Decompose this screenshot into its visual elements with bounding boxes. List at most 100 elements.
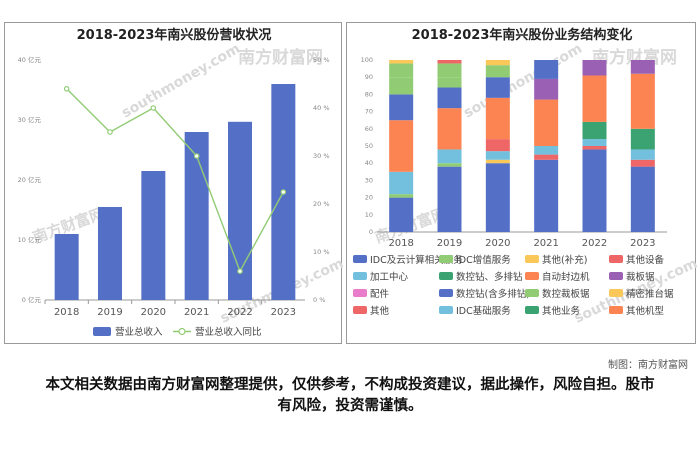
y-right-tick-label: 40 % [313, 104, 330, 112]
legend-swatch [609, 255, 623, 263]
stack-segment [534, 78, 559, 100]
legend-swatch [525, 272, 539, 280]
stack-segment [630, 73, 655, 129]
x-tick-label: 2019 [437, 238, 462, 249]
revenue-bar [141, 171, 166, 300]
legend-swatch [525, 255, 539, 263]
legend-label: 数控钻(含多排钻) [456, 288, 530, 300]
stack-segment [534, 99, 559, 146]
y-tick-label: 100 [361, 56, 373, 64]
y-left-tick-label: 0 亿元 [22, 295, 42, 304]
x-tick-label: 2021 [533, 238, 558, 249]
stack-segment [582, 149, 607, 232]
yoy-growth-line [66, 88, 284, 273]
x-tick-label: 2018 [388, 238, 413, 249]
revenue-bar [184, 132, 209, 300]
stack-segment [534, 60, 559, 79]
yoy-growth-point [193, 153, 200, 159]
disclaimer-text: 本文相关数据由南方财富网整理提供，仅供参考，不构成投资建议，据此操作，风险自担。… [45, 377, 655, 414]
stack-segment [534, 154, 559, 160]
x-tick-label: 2020 [141, 307, 166, 318]
stack-segment [582, 121, 607, 140]
y-right-tick-label: 10 % [313, 248, 330, 256]
stack-segment [437, 60, 462, 64]
stack-segment [630, 159, 655, 167]
stack-segment [485, 60, 510, 66]
y-tick-label: 10 [365, 211, 373, 219]
stack-segment [389, 60, 414, 64]
stack-segment [534, 159, 559, 232]
legend-swatch [525, 306, 539, 314]
revenue-bar [98, 207, 122, 300]
legend-label: 配件 [370, 288, 390, 300]
legend-label: 自动封边机 [542, 271, 590, 283]
y-tick-label: 0 [369, 228, 373, 236]
legend-swatch [439, 255, 453, 263]
legend-label: 数控裁板锯 [542, 288, 590, 300]
y-left-tick-label: 10 亿元 [18, 235, 42, 244]
y-tick-label: 40 [365, 159, 373, 167]
stack-segment [437, 77, 462, 88]
legend-swatch [439, 306, 453, 314]
stack-segment [534, 146, 559, 155]
business-structure-chart: 南方财富网southmoney.com南方财富网southmoney.com20… [353, 27, 697, 327]
yoy-growth-point [63, 86, 70, 92]
legend-label: 裁板锯 [626, 271, 655, 283]
legend-swatch [439, 289, 453, 297]
watermark-text: southmoney.com [461, 41, 585, 122]
stack-segment [485, 159, 510, 164]
y-tick-label: 80 [365, 90, 373, 98]
legend-label: 营业总收入同比 [195, 326, 262, 338]
legend-label: 其他设备 [626, 254, 665, 266]
stack-segment [389, 94, 414, 121]
y-tick-label: 30 [365, 176, 373, 184]
watermark-text: 南方财富网 [238, 47, 323, 68]
stack-segment [437, 166, 462, 232]
legend-swatch [609, 272, 623, 280]
stack-segment [389, 63, 414, 78]
legend-label: 营业总收入 [115, 326, 163, 338]
legend-swatch [609, 306, 623, 314]
stack-segment [582, 139, 607, 146]
stack-segment [437, 87, 462, 109]
legend-swatch-yoy-dot [178, 327, 186, 336]
legend-swatch [353, 306, 367, 314]
stack-segment [485, 151, 510, 160]
watermark-text: southmoney.com [119, 41, 243, 122]
stack-segment [389, 171, 414, 195]
legend-label: 其他 [370, 305, 390, 317]
yoy-growth-point [280, 189, 287, 195]
chart-title: 2018-2023年南兴股份营收状况 [77, 27, 272, 43]
stack-segment [582, 60, 607, 76]
chart-credit: 制图：南方财富网 [608, 360, 688, 371]
revenue-chart-panel: 南方财富网southmoney.com南方财富网southmoney.com20… [4, 22, 343, 344]
stack-segment [485, 139, 510, 152]
yoy-growth-point [150, 105, 157, 111]
y-tick-label: 60 [365, 125, 373, 133]
legend-swatch [353, 255, 367, 263]
stack-segment [437, 163, 462, 167]
y-tick-label: 20 [365, 194, 373, 202]
x-tick-label: 2018 [54, 307, 79, 318]
x-tick-label: 2022 [227, 307, 252, 318]
x-tick-label: 2020 [485, 238, 510, 249]
legend-swatch [439, 272, 453, 280]
watermark-text: 南方财富网 [592, 47, 677, 68]
legend-swatch [353, 289, 367, 297]
y-right-tick-label: 20 % [313, 200, 330, 208]
stack-segment [389, 120, 414, 172]
x-tick-label: 2023 [630, 238, 655, 249]
x-tick-label: 2022 [582, 238, 607, 249]
legend-label: IDC增值服务 [456, 254, 511, 266]
legend-label: 加工中心 [370, 271, 409, 283]
stack-segment [582, 146, 607, 150]
revenue-chart: 南方财富网southmoney.com南方财富网southmoney.com20… [18, 27, 343, 338]
stack-segment [389, 197, 414, 232]
legend-label: IDC基础服务 [456, 305, 511, 317]
legend-label: 其他业务 [542, 305, 581, 317]
x-tick-label: 2019 [97, 307, 122, 318]
stack-segment [437, 149, 462, 164]
yoy-growth-point [107, 129, 113, 135]
x-tick-label: 2023 [271, 307, 296, 318]
legend-label: 其他机型 [626, 305, 665, 317]
